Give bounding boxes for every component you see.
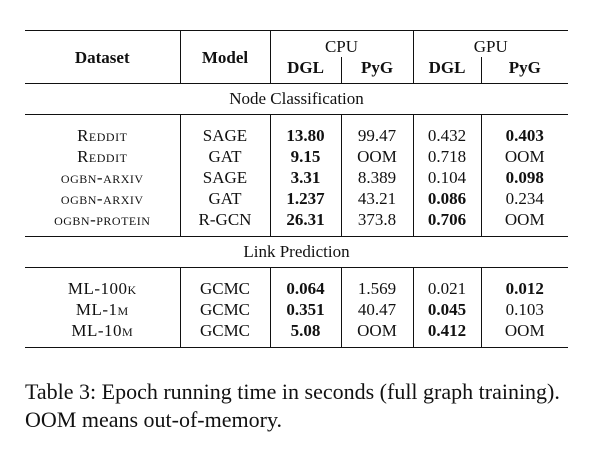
cell-gpu-pyg: 0.012 [480,267,568,299]
cell-model: GAT [179,146,270,167]
header-gpu-dgl: DGL [412,57,481,84]
cell-dataset: ogbn-arxiv [60,189,144,208]
section-title: Node Classification [25,83,568,115]
results-table-container: Dataset Model CPU GPU DGL PyG DGL PyG No… [25,30,568,348]
header-model: Model [179,30,270,84]
header-cpu-pyg: PyG [340,57,413,84]
cell-gpu-dgl: 0.412 [412,320,481,348]
cell-cpu-pyg: OOM [340,146,413,167]
header-dataset: Dataset [25,30,180,84]
cell-model: GCMC [179,299,270,320]
cell-gpu-pyg: 0.103 [480,299,568,320]
cell-model: GCMC [179,267,270,299]
table-row: ML-100k GCMC 0.064 1.569 0.021 0.012 [25,267,568,299]
cell-gpu-dgl: 0.045 [412,299,481,320]
cell-gpu-pyg: OOM [480,146,568,167]
cell-cpu-dgl: 0.064 [269,267,341,299]
cell-cpu-pyg: OOM [340,320,413,348]
cell-cpu-dgl: 13.80 [269,114,341,146]
cell-dataset: ML-1m [75,300,129,319]
cell-gpu-dgl: 0.718 [412,146,481,167]
cell-cpu-dgl: 1.237 [269,188,341,209]
section-row: Link Prediction [25,236,568,268]
cell-cpu-pyg: 1.569 [340,267,413,299]
cell-dataset: ML-100k [25,267,180,299]
cell-dataset: ogbn-arxiv [60,168,144,187]
cell-gpu-pyg: 0.403 [480,114,568,146]
table-row: ogbn-protein R-GCN 26.31 373.8 0.706 OOM [25,209,568,237]
table-row: ogbn-arxiv SAGE 3.31 8.389 0.104 0.098 [25,167,568,188]
cell-model: GAT [179,188,270,209]
table-row: Reddit SAGE 13.80 99.47 0.432 0.403 [25,114,568,146]
cell-gpu-dgl: 0.706 [412,209,481,237]
cell-dataset: ogbn-protein [54,210,151,229]
cell-dataset: ML-10m [25,320,180,348]
table-row: Reddit GAT 9.15 OOM 0.718 OOM [25,146,568,167]
cell-dataset: Reddit [25,114,180,146]
cell-gpu-pyg: 0.098 [480,167,568,188]
header-gpu-pyg: PyG [480,57,568,84]
table-row: ML-10m GCMC 5.08 OOM 0.412 OOM [25,320,568,348]
cell-gpu-pyg: OOM [480,209,568,237]
cell-model: R-GCN [179,209,270,237]
table-row: ogbn-arxiv GAT 1.237 43.21 0.086 0.234 [25,188,568,209]
cell-gpu-dgl: 0.086 [412,188,481,209]
cell-cpu-pyg: 373.8 [340,209,413,237]
cell-gpu-pyg: OOM [480,320,568,348]
cell-cpu-pyg: 8.389 [340,167,413,188]
cell-dataset: Reddit [77,147,128,166]
cell-cpu-dgl: 9.15 [269,146,341,167]
cell-model: SAGE [179,167,270,188]
table-body: Node Classification Reddit SAGE 13.80 99.47 0… [25,83,568,348]
section-row: Node Classification [25,83,568,115]
cell-cpu-pyg: 43.21 [340,188,413,209]
cell-model: SAGE [179,114,270,146]
cell-gpu-dgl: 0.021 [412,267,481,299]
cell-cpu-dgl: 5.08 [269,320,341,348]
cell-cpu-dgl: 3.31 [269,167,341,188]
cell-cpu-pyg: 99.47 [340,114,413,146]
cell-cpu-pyg: 40.47 [340,299,413,320]
section-title: Link Prediction [25,236,568,268]
table-row: ML-1m GCMC 0.351 40.47 0.045 0.103 [25,299,568,320]
header-cpu: CPU [269,30,413,57]
cell-cpu-dgl: 0.351 [269,299,341,320]
cell-gpu-dgl: 0.432 [412,114,481,146]
header-cpu-dgl: DGL [269,57,341,84]
cell-gpu-pyg: 0.234 [480,188,568,209]
table-header: Dataset Model CPU GPU DGL PyG DGL PyG [25,30,568,84]
cell-cpu-dgl: 26.31 [269,209,341,237]
table-caption: Table 3: Epoch running time in seconds (… [25,379,560,432]
epoch-time-table: Dataset Model CPU GPU DGL PyG DGL PyG No… [25,30,568,348]
header-gpu: GPU [412,30,568,57]
cell-gpu-dgl: 0.104 [412,167,481,188]
cell-model: GCMC [179,320,270,348]
